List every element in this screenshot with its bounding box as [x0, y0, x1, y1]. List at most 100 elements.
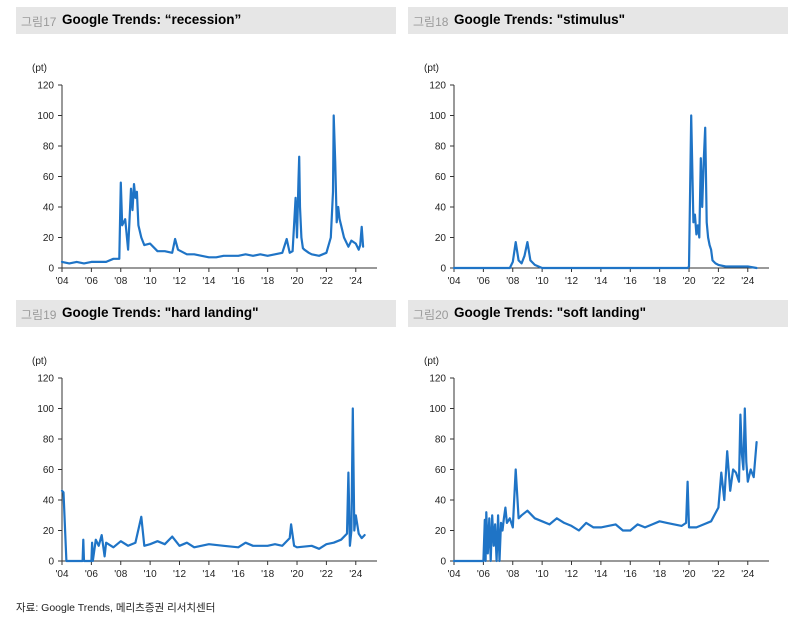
x-tick-label: '24 [741, 569, 754, 580]
source-note: 자료: Google Trends, 메리츠증권 리서치센터 [16, 602, 216, 614]
x-tick-label: '14 [594, 276, 607, 287]
series-line [60, 114, 365, 265]
x-tick-label: '06 [85, 276, 98, 287]
chart-header: 그림18 Google Trends: "stimulus" [408, 7, 788, 34]
y-tick-label: 40 [435, 203, 447, 214]
y-tick-label: 40 [43, 496, 55, 507]
x-tick-label: '16 [232, 569, 245, 580]
y-tick-label: 60 [43, 465, 55, 476]
figure-label: 그림20 [413, 308, 449, 322]
x-tick-label: '04 [447, 569, 460, 580]
x-tick-label: '16 [624, 276, 637, 287]
x-tick-label: '12 [565, 276, 578, 287]
x-tick-label: '16 [232, 276, 245, 287]
series-line [60, 407, 366, 563]
x-tick-label: '22 [320, 276, 333, 287]
y-unit-label: (pt) [32, 356, 47, 367]
y-tick-label: 20 [435, 526, 447, 537]
hard-landing-chart: 0 20 40 60 80 100 120 '04 '06 '08 '10 '12 '14 '16 '18 '… [37, 374, 377, 580]
y-unit-label: (pt) [424, 63, 439, 74]
y-tick-label: 100 [429, 404, 446, 415]
x-tick-label: '18 [261, 276, 274, 287]
x-tick-label: '04 [55, 569, 68, 580]
x-tick-label: '24 [741, 276, 754, 287]
chart-title: Google Trends: "hard landing" [62, 305, 259, 320]
chart-panel-stimulus: 그림18 Google Trends: "stimulus" (pt) 0 20 4… [408, 7, 788, 297]
y-tick-label: 100 [37, 404, 54, 415]
x-tick-label: '08 [506, 569, 519, 580]
x-tick-label: '10 [536, 569, 549, 580]
chart-header: 그림17 Google Trends: “recession” [16, 7, 396, 34]
chart-header: 그림20 Google Trends: "soft landing" [408, 300, 788, 327]
y-unit-label: (pt) [424, 356, 439, 367]
chart-title: Google Trends: "stimulus" [454, 12, 626, 27]
x-tick-label: '12 [173, 569, 186, 580]
x-tick-label: '20 [683, 569, 696, 580]
x-tick-label: '06 [477, 276, 490, 287]
recession-chart: 0 20 40 60 80 100 120 '04 '06 '08 '10 '12 '14 '16 '18 '… [37, 81, 377, 287]
x-tick-label: '24 [349, 276, 362, 287]
x-tick-label: '14 [594, 569, 607, 580]
y-tick-label: 100 [429, 111, 446, 122]
y-tick-label: 120 [429, 81, 446, 92]
chart-panel-hard-landing: 그림19 Google Trends: "hard landing" (pt) … [16, 300, 396, 590]
x-tick-label: '04 [447, 276, 460, 287]
x-tick-label: '08 [114, 276, 127, 287]
x-tick-label: '24 [349, 569, 362, 580]
chart-title: Google Trends: “recession” [62, 12, 242, 27]
y-tick-label: 120 [37, 374, 54, 385]
y-tick-label: 100 [37, 111, 54, 122]
y-tick-label: 120 [429, 374, 446, 385]
x-tick-label: '06 [85, 569, 98, 580]
x-tick-label: '18 [261, 569, 274, 580]
x-tick-label: '14 [202, 276, 215, 287]
x-tick-label: '14 [202, 569, 215, 580]
x-tick-label: '08 [114, 569, 127, 580]
y-tick-label: 40 [435, 496, 447, 507]
x-tick-label: '20 [683, 276, 696, 287]
x-tick-label: '22 [320, 569, 333, 580]
figure-label: 그림17 [21, 15, 57, 29]
x-tick-label: '06 [477, 569, 490, 580]
x-tick-label: '10 [536, 276, 549, 287]
y-tick-label: 0 [48, 557, 54, 568]
chart-title: Google Trends: "soft landing" [454, 305, 647, 320]
x-tick-label: '18 [653, 276, 666, 287]
series-line [452, 114, 758, 270]
x-tick-label: '10 [144, 276, 157, 287]
series-line [452, 407, 758, 563]
chart-panel-soft-landing: 그림20 Google Trends: "soft landing" (pt) … [408, 300, 788, 590]
y-tick-label: 20 [43, 526, 55, 537]
chart-panel-recession: 그림17 Google Trends: “recession” (pt) 0 20… [16, 7, 396, 297]
x-tick-label: '16 [624, 569, 637, 580]
y-tick-label: 80 [435, 142, 447, 153]
y-tick-label: 40 [43, 203, 55, 214]
x-tick-label: '18 [653, 569, 666, 580]
x-tick-label: '08 [506, 276, 519, 287]
x-tick-label: '12 [173, 276, 186, 287]
y-tick-label: 80 [43, 142, 55, 153]
y-tick-label: 20 [43, 233, 55, 244]
x-tick-label: '10 [144, 569, 157, 580]
y-tick-label: 80 [43, 435, 55, 446]
y-tick-label: 80 [435, 435, 447, 446]
y-tick-label: 20 [435, 233, 447, 244]
y-unit-label: (pt) [32, 63, 47, 74]
x-tick-label: '20 [291, 276, 304, 287]
figure-label: 그림18 [413, 15, 449, 29]
y-tick-label: 120 [37, 81, 54, 92]
y-tick-label: 60 [43, 172, 55, 183]
y-tick-label: 60 [435, 172, 447, 183]
x-tick-label: '12 [565, 569, 578, 580]
x-tick-label: '22 [712, 276, 725, 287]
soft-landing-chart: 0 20 40 60 80 100 120 '04 '06 '08 '10 '12 '14 '16 '18 '… [429, 374, 769, 580]
y-tick-label: 60 [435, 465, 447, 476]
y-tick-label: 0 [48, 264, 54, 275]
stimulus-chart: 0 20 40 60 80 100 120 '04 '06 '08 '10 '12 '14 '16 '18 '… [429, 81, 769, 287]
figure-label: 그림19 [21, 308, 57, 322]
x-tick-label: '20 [291, 569, 304, 580]
y-tick-label: 0 [440, 264, 446, 275]
y-tick-label: 0 [440, 557, 446, 568]
x-tick-label: '04 [55, 276, 68, 287]
x-tick-label: '22 [712, 569, 725, 580]
